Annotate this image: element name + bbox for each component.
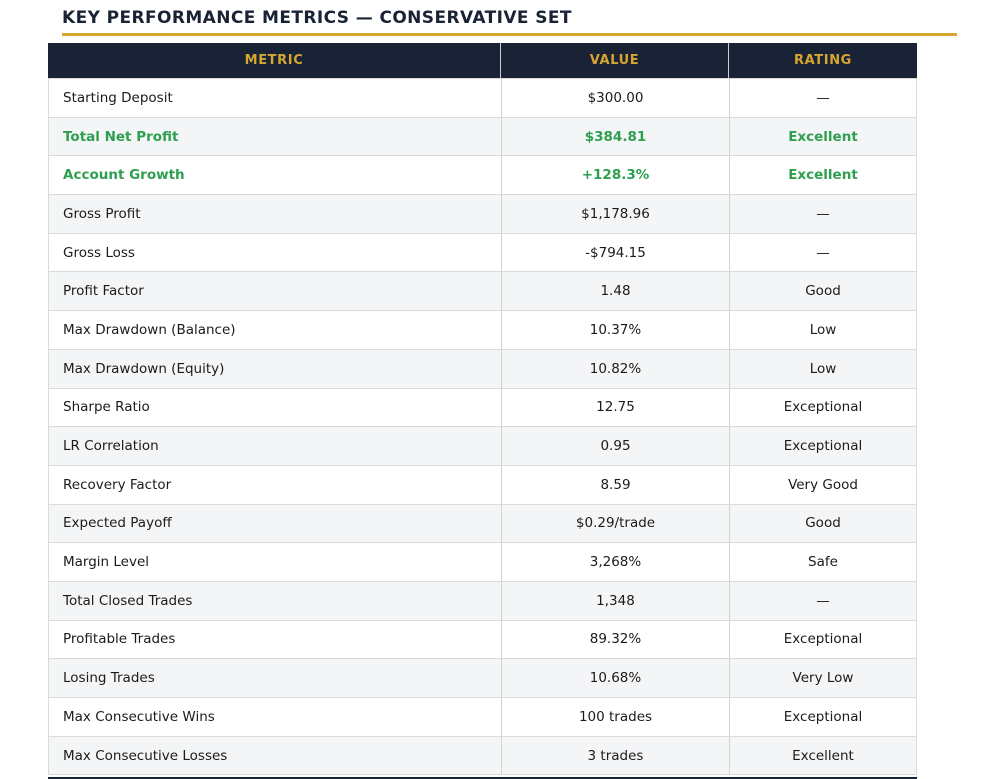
cell-metric: Gross Profit [63,205,141,222]
table-row: Max Drawdown (Equity) 10.82% Low [49,349,916,389]
metrics-table: METRIC VALUE RATING Starting Deposit $300… [48,43,917,779]
cell-value: $1,178.96 [501,195,729,233]
table-row: Gross Loss -$794.15— [49,233,916,273]
table-row: Margin Level 3,268% Safe [49,543,916,582]
page-title: KEY PERFORMANCE METRICS — CONSERVATIVE S… [62,8,572,28]
cell-metric: Max Drawdown (Equity) [63,360,225,377]
cell-value: 10.37% [501,311,729,349]
cell-value: 1.48 [501,272,729,311]
cell-rating: — [729,195,916,233]
cell-value: 1,348 [501,581,729,620]
table-row: Total Closed Trades 1,348— [49,581,916,621]
cell-metric: Total Net Profit [63,128,179,145]
table-row: Total Net Profit $384.81 Excellent [49,117,916,157]
cell-rating: — [729,233,916,272]
cell-rating: Excellent [729,156,916,195]
table-row: Profitable Trades 89.32% Exceptional [49,620,916,660]
cell-value: $0.29/trade [501,504,729,543]
table-row: Account Growth +128.3% Excellent [49,156,916,196]
table-row: Max Drawdown (Balance) 10.37% Low [49,311,916,350]
cell-rating: — [729,79,916,117]
cell-value: 0.95 [501,427,729,465]
cell-rating: Exceptional [729,620,916,659]
column-header-value: VALUE [500,43,728,78]
cell-value: $384.81 [501,117,729,156]
cell-metric: Recovery Factor [63,476,172,493]
cell-value: 10.82% [501,349,729,388]
cell-metric: Profitable Trades [63,631,176,648]
cell-metric: Losing Trades [63,670,155,687]
cell-metric: Max Drawdown (Balance) [63,321,236,338]
table-row: Profit Factor 1.48 Good [49,272,916,312]
table-footer-bar [48,777,917,779]
cell-rating: Good [729,504,916,543]
cell-rating: Good [729,272,916,311]
table-header-row: METRIC VALUE RATING [48,43,917,78]
cell-rating: — [729,581,916,620]
cell-metric: Expected Payoff [63,515,172,532]
cell-value: 12.75 [501,388,729,427]
table-row: Expected Payoff $0.29/trade Good [49,504,916,544]
cell-metric: Max Consecutive Wins [63,708,215,725]
cell-rating: Exceptional [729,698,916,736]
table-row: Losing Trades 10.68% Very Low [49,659,916,698]
cell-rating: Safe [729,543,916,581]
cell-rating: Very Low [729,659,916,697]
cell-rating: Excellent [729,117,916,156]
cell-rating: Low [729,311,916,349]
cell-metric: Total Closed Trades [63,592,193,609]
cell-value: 3,268% [501,543,729,581]
cell-rating: Exceptional [729,427,916,465]
cell-metric: LR Correlation [63,438,159,455]
cell-value: -$794.15 [501,233,729,272]
cell-metric: Profit Factor [63,283,144,300]
cell-metric: Gross Loss [63,244,135,261]
table-row: Gross Profit $1,178.96— [49,195,916,234]
column-header-rating: RATING [728,43,917,78]
table-row: Starting Deposit $300.00— [49,79,916,118]
cell-rating: Very Good [729,465,916,504]
table-row: Max Consecutive Wins 100 trades Exceptiona… [49,698,916,737]
table-row: Sharpe Ratio 12.75 Exceptional [49,388,916,428]
cell-metric: Sharpe Ratio [63,399,150,416]
table-row: Recovery Factor 8.59 Very Good [49,465,916,505]
cell-metric: Margin Level [63,554,150,571]
cell-rating: Exceptional [729,388,916,427]
title-underline [62,33,957,36]
table-row: LR Correlation 0.95 Exceptional [49,427,916,466]
cell-value: 100 trades [501,698,729,736]
cell-metric: Max Consecutive Losses [63,747,228,764]
column-header-metric: METRIC [244,53,304,68]
cell-rating: Excellent [729,736,916,775]
cell-rating: Low [729,349,916,388]
cell-value: 89.32% [501,620,729,659]
cell-value: 10.68% [501,659,729,697]
cell-value: 3 trades [501,736,729,775]
cell-metric: Starting Deposit [63,89,173,106]
cell-value: 8.59 [501,465,729,504]
cell-value: $300.00 [501,79,729,117]
table-row: Max Consecutive Losses 3 trades Excellent [49,736,916,776]
cell-metric: Account Growth [63,167,185,184]
cell-value: +128.3% [501,156,729,195]
table-body: Starting Deposit $300.00— Total Net Profit… [48,78,917,776]
